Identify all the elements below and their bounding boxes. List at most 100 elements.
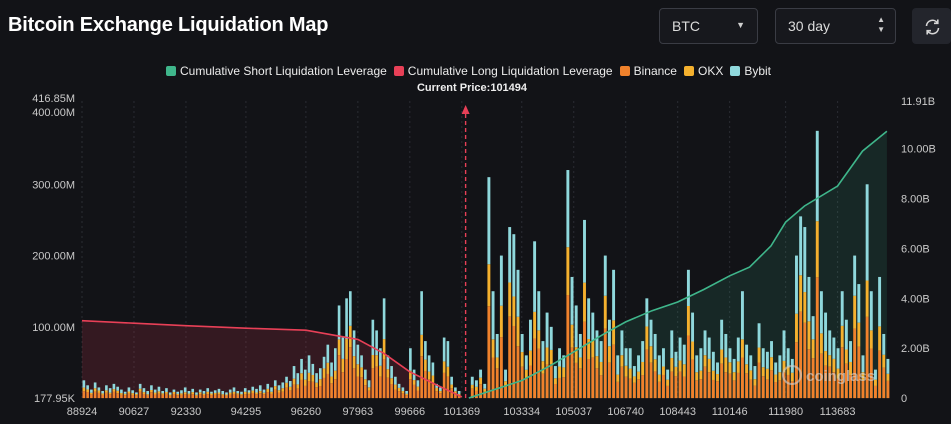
bar-okx [541, 361, 545, 374]
bar-bybit [454, 387, 457, 392]
legend-item-okx[interactable]: OKX [683, 64, 723, 78]
watermark-text: coinglass [806, 368, 875, 385]
bar-bybit [183, 387, 187, 393]
bar-bybit [716, 362, 719, 375]
long-cumulative-line [81, 319, 463, 398]
bar-bybit [774, 362, 778, 375]
bar-okx [330, 376, 333, 384]
bar-binance [394, 389, 397, 399]
bar-okx [165, 391, 168, 394]
bar-bybit [562, 355, 566, 368]
bar-okx [360, 367, 363, 378]
bar-okx [270, 391, 273, 394]
bar-binance [765, 379, 769, 399]
bar-bybit [285, 376, 288, 383]
bar-okx [574, 347, 578, 363]
bar-bybit [832, 337, 836, 359]
bar-bybit [836, 348, 840, 369]
bar-okx [288, 386, 292, 391]
bar-okx [649, 346, 653, 363]
bar-bybit [131, 390, 134, 394]
bar-binance [150, 392, 153, 399]
bar-okx [736, 361, 740, 373]
bar-bybit [330, 362, 333, 377]
bar-bybit [127, 387, 131, 392]
bar-bybit [153, 389, 157, 393]
bar-binance [442, 372, 446, 399]
bar-bybit [591, 312, 595, 341]
x-tick-label: 96260 [291, 406, 322, 418]
bar-binance [120, 394, 123, 399]
bar-binance [93, 391, 97, 399]
bar-binance [435, 391, 438, 399]
bar-okx [520, 352, 524, 367]
bar-okx [195, 394, 198, 396]
bar-okx [258, 391, 262, 394]
bar-okx [131, 393, 134, 395]
bar-okx [529, 350, 532, 366]
bar-binance [146, 395, 149, 399]
bar-bybit [116, 386, 119, 391]
bar-binance [225, 395, 228, 399]
bar-okx [135, 394, 138, 396]
bar-binance [198, 394, 202, 399]
bar-binance [570, 347, 574, 399]
bar-bybit [97, 387, 101, 391]
legend-item-bybit[interactable]: Bybit [730, 64, 771, 78]
bar-bybit [782, 330, 786, 361]
bar-bybit [720, 319, 724, 350]
bar-okx [795, 313, 798, 343]
bar-bybit [165, 388, 168, 392]
bar-okx [587, 339, 591, 360]
period-select[interactable]: 30 day ▲ ▼ [775, 8, 896, 44]
legend-item-binance[interactable]: Binance [619, 64, 677, 78]
bar-bybit [674, 351, 678, 367]
bar-okx [296, 384, 300, 389]
bar-binance [720, 363, 724, 399]
bar-bybit [666, 369, 670, 380]
page-title: Bitcoin Exchange Liquidation Map [8, 14, 329, 36]
bar-bybit [315, 373, 318, 383]
bar-bybit [508, 227, 512, 283]
bar-bybit [292, 366, 296, 379]
bar-bybit [474, 380, 478, 387]
bar-okx [786, 366, 790, 375]
bar-okx [720, 349, 724, 364]
bar-binance [487, 306, 491, 399]
bar-okx [632, 376, 636, 383]
bar-okx [180, 393, 183, 395]
bar-bybit [450, 376, 453, 385]
bar-okx [657, 374, 661, 382]
bar-bybit [603, 255, 607, 296]
bar-okx [545, 347, 549, 365]
bar-bybit [757, 323, 761, 348]
bar-okx [474, 386, 478, 391]
bar-okx [424, 359, 427, 371]
coin-select[interactable]: BTC ▼ [659, 8, 758, 44]
legend-item-long[interactable]: Cumulative Long Liquidation Leverage [393, 64, 613, 78]
bar-binance [138, 391, 142, 399]
bar-bybit [375, 330, 378, 356]
bar-bybit [232, 387, 236, 392]
bar-bybit [397, 383, 401, 388]
bar-okx [213, 392, 217, 395]
bar-okx [341, 358, 345, 373]
bar-binance [270, 393, 273, 399]
bar-okx [232, 391, 236, 394]
bar-okx [865, 280, 869, 317]
bar-okx [86, 389, 89, 393]
bar-okx [819, 333, 823, 354]
bar-binance [520, 366, 524, 399]
bar-binance [315, 387, 318, 399]
bar-bybit [807, 276, 811, 322]
x-tick-label: 106740 [607, 406, 644, 418]
bar-bybit [206, 388, 210, 392]
bar-okx [749, 370, 753, 380]
bar-okx [782, 360, 786, 373]
bar-bybit [379, 348, 382, 366]
legend-item-short[interactable]: Cumulative Short Liquidation Leverage [166, 64, 387, 78]
bar-binance [757, 362, 761, 399]
bar-binance [131, 394, 134, 399]
bar-bybit [691, 312, 695, 342]
bar-binance [367, 390, 371, 399]
